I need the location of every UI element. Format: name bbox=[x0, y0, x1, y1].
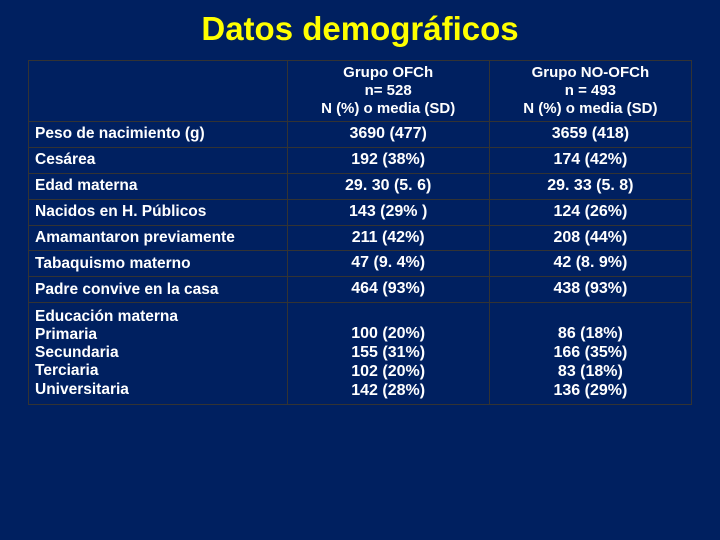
header-group-ofch: Grupo OFCh n= 528 N (%) o media (SD) bbox=[287, 61, 489, 122]
edu-value: 83 (18%) bbox=[496, 363, 685, 382]
slide: Datos demográficos Grupo OFCh n= 528 N (… bbox=[0, 0, 720, 540]
header-line: N (%) o media (SD) bbox=[294, 100, 483, 118]
table-row: Nacidos en H. Públicos 143 (29% ) 124 (2… bbox=[29, 199, 692, 225]
row-value-education: 86 (18%) 166 (35%) 83 (18%) 136 (29%) bbox=[489, 303, 691, 404]
row-label-education: Educación materna Primaria Secundaria Te… bbox=[29, 303, 288, 404]
header-blank bbox=[29, 61, 288, 122]
row-value: 211 (42%) bbox=[287, 225, 489, 251]
slide-title: Datos demográficos bbox=[28, 10, 692, 48]
row-label: Tabaquismo materno bbox=[29, 251, 288, 277]
header-line: N (%) o media (SD) bbox=[496, 100, 685, 118]
header-group-no-ofch: Grupo NO-OFCh n = 493 N (%) o media (SD) bbox=[489, 61, 691, 122]
row-value: 174 (42%) bbox=[489, 147, 691, 173]
table-header-row: Grupo OFCh n= 528 N (%) o media (SD) Gru… bbox=[29, 61, 692, 122]
row-label: Cesárea bbox=[29, 147, 288, 173]
row-value: 208 (44%) bbox=[489, 225, 691, 251]
row-value: 29. 33 (5. 8) bbox=[489, 173, 691, 199]
row-value: 464 (93%) bbox=[287, 277, 489, 303]
edu-value: 142 (28%) bbox=[294, 382, 483, 401]
header-line: n= 528 bbox=[294, 82, 483, 100]
row-value-education: 100 (20%) 155 (31%) 102 (20%) 142 (28%) bbox=[287, 303, 489, 404]
edu-label: Educación materna bbox=[35, 308, 281, 326]
header-line: n = 493 bbox=[496, 82, 685, 100]
table-row: Edad materna 29. 30 (5. 6) 29. 33 (5. 8) bbox=[29, 173, 692, 199]
row-value: 124 (26%) bbox=[489, 199, 691, 225]
demographics-table: Grupo OFCh n= 528 N (%) o media (SD) Gru… bbox=[28, 60, 692, 405]
row-value: 29. 30 (5. 6) bbox=[287, 173, 489, 199]
row-label: Nacidos en H. Públicos bbox=[29, 199, 288, 225]
table-row: Amamantaron previamente 211 (42%) 208 (4… bbox=[29, 225, 692, 251]
row-label: Edad materna bbox=[29, 173, 288, 199]
table-row: Padre convive en la casa 464 (93%) 438 (… bbox=[29, 277, 692, 303]
row-value: 47 (9. 4%) bbox=[287, 251, 489, 277]
edu-value: 155 (31%) bbox=[294, 344, 483, 363]
row-value: 3659 (418) bbox=[489, 122, 691, 148]
edu-value: 136 (29%) bbox=[496, 382, 685, 401]
edu-value: 102 (20%) bbox=[294, 363, 483, 382]
edu-label: Universitaria bbox=[35, 381, 281, 399]
edu-label: Primaria bbox=[35, 326, 281, 344]
row-value: 192 (38%) bbox=[287, 147, 489, 173]
edu-value bbox=[496, 306, 685, 325]
edu-value: 86 (18%) bbox=[496, 325, 685, 344]
table-row: Tabaquismo materno 47 (9. 4%) 42 (8. 9%) bbox=[29, 251, 692, 277]
table-row: Peso de nacimiento (g) 3690 (477) 3659 (… bbox=[29, 122, 692, 148]
table-row-education: Educación materna Primaria Secundaria Te… bbox=[29, 303, 692, 404]
row-value: 42 (8. 9%) bbox=[489, 251, 691, 277]
row-label: Amamantaron previamente bbox=[29, 225, 288, 251]
edu-label: Secundaria bbox=[35, 344, 281, 362]
header-line: Grupo NO-OFCh bbox=[496, 64, 685, 82]
row-label: Padre convive en la casa bbox=[29, 277, 288, 303]
table-row: Cesárea 192 (38%) 174 (42%) bbox=[29, 147, 692, 173]
row-value: 3690 (477) bbox=[287, 122, 489, 148]
edu-value: 166 (35%) bbox=[496, 344, 685, 363]
edu-value bbox=[294, 306, 483, 325]
header-line: Grupo OFCh bbox=[294, 64, 483, 82]
row-value: 143 (29% ) bbox=[287, 199, 489, 225]
row-label: Peso de nacimiento (g) bbox=[29, 122, 288, 148]
edu-label: Terciaria bbox=[35, 362, 281, 380]
edu-value: 100 (20%) bbox=[294, 325, 483, 344]
row-value: 438 (93%) bbox=[489, 277, 691, 303]
